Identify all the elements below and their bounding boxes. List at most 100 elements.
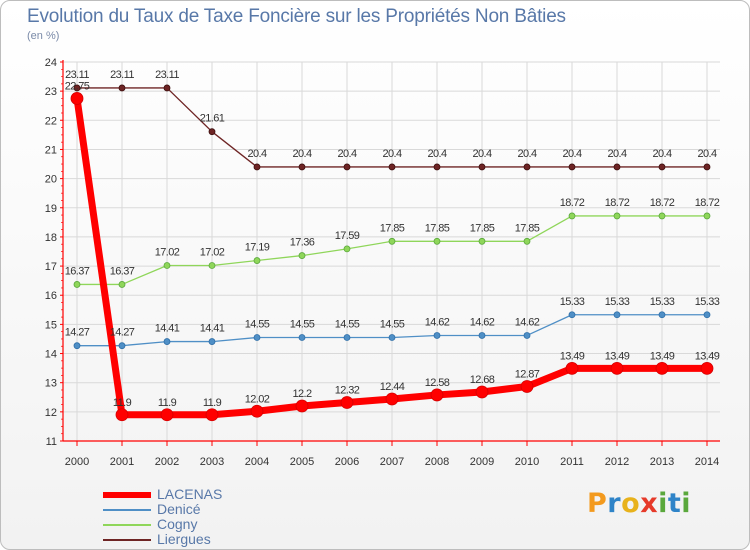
proxiti-logo: Proxiti [587, 488, 691, 519]
point-cogny [658, 212, 666, 220]
data-label-lacenas: 12.58 [425, 377, 450, 389]
data-label-cogny: 16.37 [110, 265, 135, 277]
point-cogny [478, 237, 486, 245]
point-denic [208, 338, 216, 345]
point-lacenas [700, 362, 714, 375]
x-tick-label: 2004 [245, 456, 269, 468]
y-tick-label: 17 [45, 261, 57, 273]
x-tick-label: 2010 [515, 456, 539, 468]
point-liergues [613, 163, 621, 171]
y-tick-label: 23 [45, 86, 57, 98]
y-tick-label: 12 [45, 407, 57, 419]
data-label-cogny: 17.85 [380, 222, 405, 234]
data-label-liergues: 20.4 [652, 148, 671, 160]
data-label-denic: 14.41 [155, 323, 180, 335]
data-label-lacenas: 11.9 [158, 397, 177, 409]
legend-item-denice: Denicé [103, 502, 222, 517]
legend-swatch-cogny [103, 523, 151, 526]
chart-title: Evolution du Taux de Taxe Foncière sur l… [27, 6, 566, 27]
point-lacenas [385, 392, 399, 406]
data-label-liergues: 20.4 [472, 148, 491, 160]
point-lacenas [205, 408, 219, 422]
x-tick-label: 2000 [65, 456, 89, 468]
legend-item-liergues: Liergues [103, 532, 222, 547]
point-denic [343, 334, 351, 341]
data-label-lacenas: 13.49 [605, 350, 630, 362]
axes: 11 12 13 14 15 16 17 18 19 20 21 22 23 24 2000 2001 2002… [45, 57, 720, 468]
data-label-cogny: 17.02 [200, 246, 225, 258]
point-liergues [208, 128, 216, 136]
y-tick-label: 19 [45, 203, 57, 215]
data-label-liergues: 23.11 [110, 69, 134, 81]
y-tick-label: 24 [45, 57, 57, 69]
data-label-liergues: 20.4 [247, 148, 266, 160]
logo-letter: o [621, 488, 641, 519]
point-cogny [568, 212, 576, 220]
point-cogny [118, 281, 126, 288]
data-label-lacenas: 22.75 [65, 80, 90, 92]
data-label-lacenas: 12.32 [335, 385, 360, 397]
data-label-cogny: 17.19 [245, 242, 270, 254]
point-denic [163, 338, 171, 345]
y-tick-label: 20 [45, 174, 57, 186]
data-label-lacenas: 13.49 [695, 350, 720, 362]
data-label-denic: 14.62 [515, 316, 540, 328]
x-tick-label: 2013 [650, 456, 674, 468]
data-label-denic: 14.55 [245, 319, 270, 331]
point-lacenas [655, 362, 669, 375]
data-label-lacenas: 12.87 [515, 368, 540, 380]
data-label-denic: 14.41 [200, 323, 225, 335]
data-label-liergues: 23.11 [155, 69, 179, 81]
point-lacenas [250, 404, 264, 418]
y-tick-label: 14 [45, 349, 57, 361]
data-label-denic: 15.33 [695, 296, 720, 308]
logo-letter: r [607, 488, 622, 519]
x-tick-label: 2008 [425, 456, 449, 468]
data-labels: 23.11 23.11 23.11 21.61 20.4 20.4 20.4 20.4 20.4… [65, 69, 721, 409]
x-tick-label: 2011 [560, 456, 584, 468]
point-cogny [73, 281, 81, 288]
data-label-denic: 14.27 [65, 327, 90, 339]
data-label-lacenas: 11.9 [203, 397, 222, 409]
data-label-cogny: 17.59 [335, 230, 360, 242]
x-tick-label: 2002 [155, 456, 179, 468]
y-tick-label: 13 [45, 378, 57, 390]
point-denic [658, 311, 666, 319]
y-tick-label: 16 [45, 290, 57, 302]
legend-swatch-liergues [103, 538, 151, 541]
point-denic [298, 334, 306, 341]
point-denic [703, 311, 711, 319]
data-label-denic: 15.33 [650, 296, 675, 308]
point-liergues [568, 163, 576, 171]
data-label-liergues: 21.61 [200, 113, 225, 125]
point-denic [478, 332, 486, 339]
point-cogny [298, 252, 306, 259]
data-label-denic: 14.55 [335, 319, 360, 331]
point-liergues [703, 163, 711, 171]
y-tick-label: 22 [45, 115, 57, 127]
point-denic [433, 332, 441, 339]
data-label-liergues: 23.11 [65, 69, 89, 81]
data-label-denic: 14.55 [290, 319, 315, 331]
point-cogny [208, 262, 216, 269]
point-cogny [433, 237, 441, 245]
point-denic [118, 342, 126, 350]
point-lacenas [520, 380, 534, 393]
point-liergues [298, 163, 306, 171]
data-label-liergues: 20.4 [697, 148, 716, 160]
point-liergues [73, 84, 81, 92]
x-tick-label: 2005 [290, 456, 314, 468]
data-label-liergues: 20.4 [607, 148, 626, 160]
point-liergues [253, 163, 261, 171]
x-tick-label: 2007 [380, 456, 404, 468]
series-lines [70, 84, 714, 422]
data-label-cogny: 17.85 [425, 222, 450, 234]
point-cogny [163, 262, 171, 269]
y-tick-label: 15 [45, 319, 57, 331]
point-lacenas [70, 92, 84, 105]
grid-lines [63, 61, 720, 442]
legend-label: Liergues [157, 531, 211, 547]
data-label-cogny: 17.02 [155, 246, 180, 258]
point-lacenas [565, 362, 579, 375]
point-denic [523, 332, 531, 339]
